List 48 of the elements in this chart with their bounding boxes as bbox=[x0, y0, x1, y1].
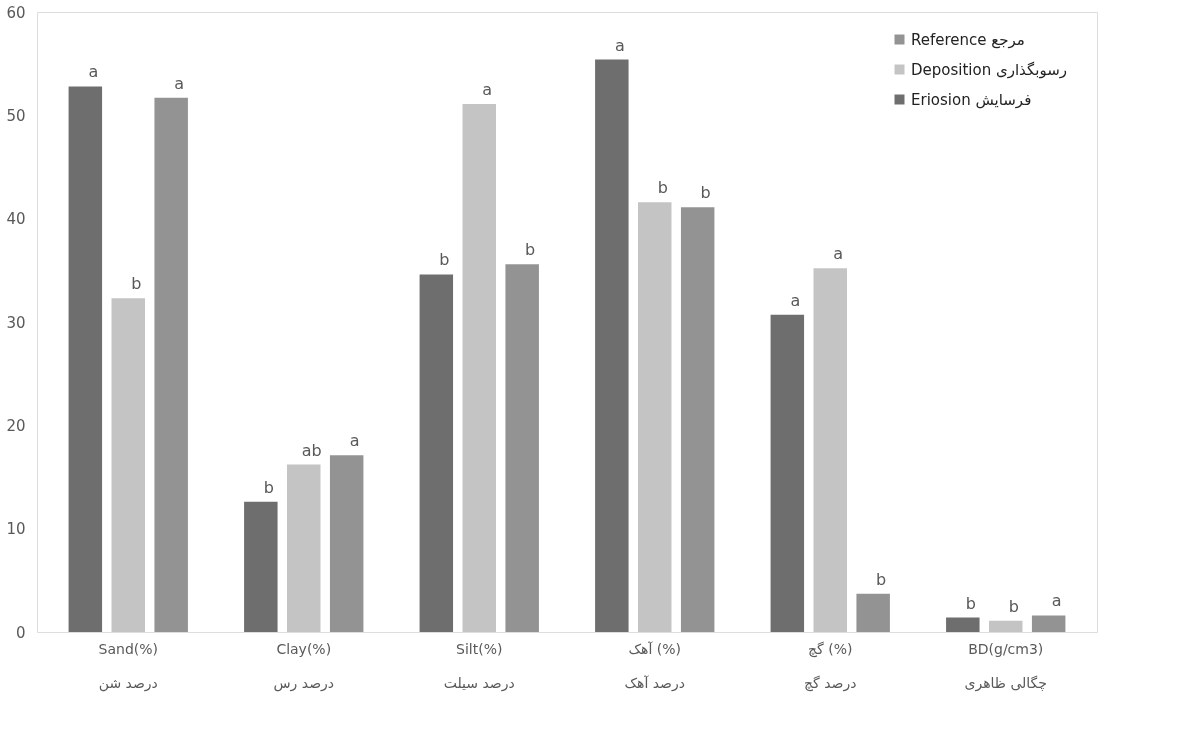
bar bbox=[946, 617, 980, 632]
data-label: b bbox=[876, 569, 887, 589]
bar bbox=[505, 264, 539, 632]
data-label: a bbox=[174, 73, 185, 93]
bar bbox=[638, 202, 672, 632]
data-label: a bbox=[833, 244, 844, 264]
bar bbox=[462, 103, 496, 632]
data-label: a bbox=[88, 62, 99, 82]
bar bbox=[329, 455, 364, 632]
bar bbox=[813, 268, 847, 632]
data-label: b bbox=[439, 250, 450, 270]
category-label: گچ (%) درصد گچ bbox=[804, 640, 857, 691]
data-label: b bbox=[1008, 596, 1019, 616]
y-tick-label: 30 bbox=[6, 313, 26, 332]
bar bbox=[856, 593, 890, 632]
data-label: b bbox=[263, 477, 274, 497]
data-label: a bbox=[790, 290, 801, 310]
data-label: ab bbox=[301, 440, 322, 460]
data-label: b bbox=[131, 274, 142, 294]
bar bbox=[154, 97, 188, 632]
bar bbox=[244, 501, 278, 632]
y-tick-label: 60 bbox=[6, 3, 26, 22]
y-tick-label: 20 bbox=[6, 416, 26, 435]
bar bbox=[111, 298, 145, 632]
bar bbox=[680, 207, 715, 632]
data-label: a bbox=[349, 431, 360, 451]
legend-label: Reference مرجع bbox=[911, 30, 1025, 49]
y-tick-label: 40 bbox=[6, 210, 26, 229]
data-label: b bbox=[657, 178, 668, 198]
data-label: a bbox=[614, 35, 625, 55]
y-tick-label: 50 bbox=[6, 106, 26, 125]
bar bbox=[989, 620, 1023, 632]
data-label: b bbox=[700, 183, 711, 203]
y-tick-label: 10 bbox=[6, 520, 26, 539]
data-label: b bbox=[525, 240, 536, 260]
bar bbox=[68, 86, 103, 632]
data-label: a bbox=[1051, 591, 1062, 611]
y-tick-label: 0 bbox=[15, 623, 26, 642]
bar bbox=[595, 59, 629, 632]
data-label: b bbox=[965, 593, 976, 613]
legend-label: Eriosion فرسایش bbox=[911, 90, 1032, 109]
bar bbox=[419, 274, 454, 632]
data-label: a bbox=[482, 79, 493, 99]
bar bbox=[770, 314, 805, 632]
bar bbox=[1031, 615, 1066, 632]
legend-label: Deposition رسوبگذاری bbox=[911, 60, 1068, 79]
bar bbox=[287, 464, 321, 632]
category-label: آهک (%) درصد آهک bbox=[624, 640, 685, 691]
